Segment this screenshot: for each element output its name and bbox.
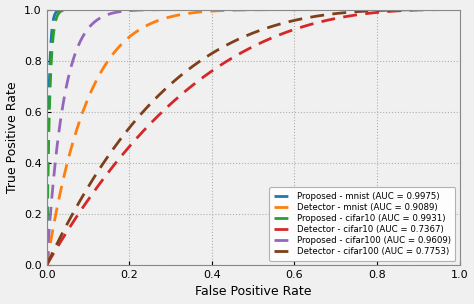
Proposed - mnist (AUC = 0.9975): [241, 8, 246, 11]
Proposed - cifar100 (AUC = 0.9609): [243, 8, 248, 11]
Proposed - cifar100 (AUC = 0.9609): [290, 8, 295, 11]
Detector - cifar10 (AUC = 0.7367): [44, 263, 50, 267]
Proposed - cifar10 (AUC = 0.9931): [139, 8, 145, 11]
Proposed - mnist (AUC = 0.9975): [115, 8, 121, 11]
Detector - cifar10 (AUC = 0.7367): [457, 8, 463, 11]
Detector - cifar10 (AUC = 0.7367): [240, 50, 246, 54]
Detector - mnist (AUC = 0.9089): [243, 8, 248, 12]
Detector - cifar10 (AUC = 0.7367): [267, 37, 273, 40]
Proposed - cifar100 (AUC = 0.9609): [367, 8, 373, 11]
Line: Proposed - mnist (AUC = 0.9975): Proposed - mnist (AUC = 0.9975): [47, 9, 460, 265]
Detector - cifar100 (AUC = 0.7753): [457, 8, 463, 11]
Proposed - mnist (AUC = 0.9975): [291, 8, 296, 11]
Proposed - cifar100 (AUC = 0.9609): [240, 8, 246, 11]
Detector - cifar100 (AUC = 0.7753): [290, 19, 295, 23]
Detector - mnist (AUC = 0.9089): [240, 8, 246, 12]
Line: Detector - mnist (AUC = 0.9089): Detector - mnist (AUC = 0.9089): [47, 9, 460, 265]
Detector - cifar100 (AUC = 0.7753): [44, 263, 50, 267]
Proposed - mnist (AUC = 0.9975): [447, 8, 453, 11]
Detector - mnist (AUC = 0.9089): [447, 8, 453, 11]
Detector - cifar10 (AUC = 0.7367): [290, 28, 295, 32]
Proposed - cifar10 (AUC = 0.9931): [44, 263, 50, 267]
Line: Proposed - cifar100 (AUC = 0.9609): Proposed - cifar100 (AUC = 0.9609): [47, 9, 460, 265]
Proposed - mnist (AUC = 0.9975): [44, 263, 50, 267]
Line: Detector - cifar10 (AUC = 0.7367): Detector - cifar10 (AUC = 0.7367): [47, 9, 460, 265]
Legend: Proposed - mnist (AUC = 0.9975), Detector - mnist (AUC = 0.9089), Proposed - cif: Proposed - mnist (AUC = 0.9975), Detecto…: [269, 187, 456, 261]
Detector - mnist (AUC = 0.9089): [447, 8, 453, 11]
X-axis label: False Positive Rate: False Positive Rate: [195, 285, 311, 299]
Proposed - cifar10 (AUC = 0.9931): [243, 8, 249, 11]
Proposed - cifar100 (AUC = 0.9609): [457, 8, 463, 11]
Detector - cifar10 (AUC = 0.7367): [447, 8, 453, 11]
Detector - mnist (AUC = 0.9089): [457, 8, 463, 11]
Proposed - cifar100 (AUC = 0.9609): [447, 8, 453, 11]
Detector - mnist (AUC = 0.9089): [290, 8, 295, 12]
Detector - mnist (AUC = 0.9089): [267, 8, 273, 12]
Proposed - cifar10 (AUC = 0.9931): [241, 8, 246, 11]
Detector - cifar10 (AUC = 0.7367): [243, 49, 248, 52]
Proposed - cifar10 (AUC = 0.9931): [447, 8, 453, 11]
Detector - cifar100 (AUC = 0.7753): [383, 9, 388, 12]
Y-axis label: True Positive Rate: True Positive Rate: [6, 81, 18, 193]
Proposed - cifar10 (AUC = 0.9931): [268, 8, 274, 11]
Proposed - cifar10 (AUC = 0.9931): [383, 8, 389, 11]
Proposed - cifar100 (AUC = 0.9609): [44, 263, 50, 267]
Proposed - cifar100 (AUC = 0.9609): [383, 8, 389, 11]
Line: Proposed - cifar10 (AUC = 0.9931): Proposed - cifar10 (AUC = 0.9931): [47, 9, 460, 265]
Proposed - mnist (AUC = 0.9975): [383, 8, 389, 11]
Proposed - cifar10 (AUC = 0.9931): [291, 8, 296, 11]
Detector - mnist (AUC = 0.9089): [383, 8, 388, 11]
Detector - cifar100 (AUC = 0.7753): [447, 8, 453, 11]
Proposed - mnist (AUC = 0.9975): [268, 8, 274, 11]
Detector - cifar100 (AUC = 0.7753): [243, 34, 248, 38]
Proposed - cifar10 (AUC = 0.9931): [457, 8, 463, 11]
Detector - cifar100 (AUC = 0.7753): [240, 35, 246, 39]
Proposed - mnist (AUC = 0.9975): [243, 8, 249, 11]
Detector - cifar10 (AUC = 0.7367): [383, 10, 388, 13]
Proposed - mnist (AUC = 0.9975): [457, 8, 463, 11]
Line: Detector - cifar100 (AUC = 0.7753): Detector - cifar100 (AUC = 0.7753): [47, 9, 460, 265]
Proposed - cifar100 (AUC = 0.9609): [267, 8, 273, 11]
Detector - cifar100 (AUC = 0.7753): [267, 25, 273, 29]
Detector - mnist (AUC = 0.9089): [44, 263, 50, 267]
